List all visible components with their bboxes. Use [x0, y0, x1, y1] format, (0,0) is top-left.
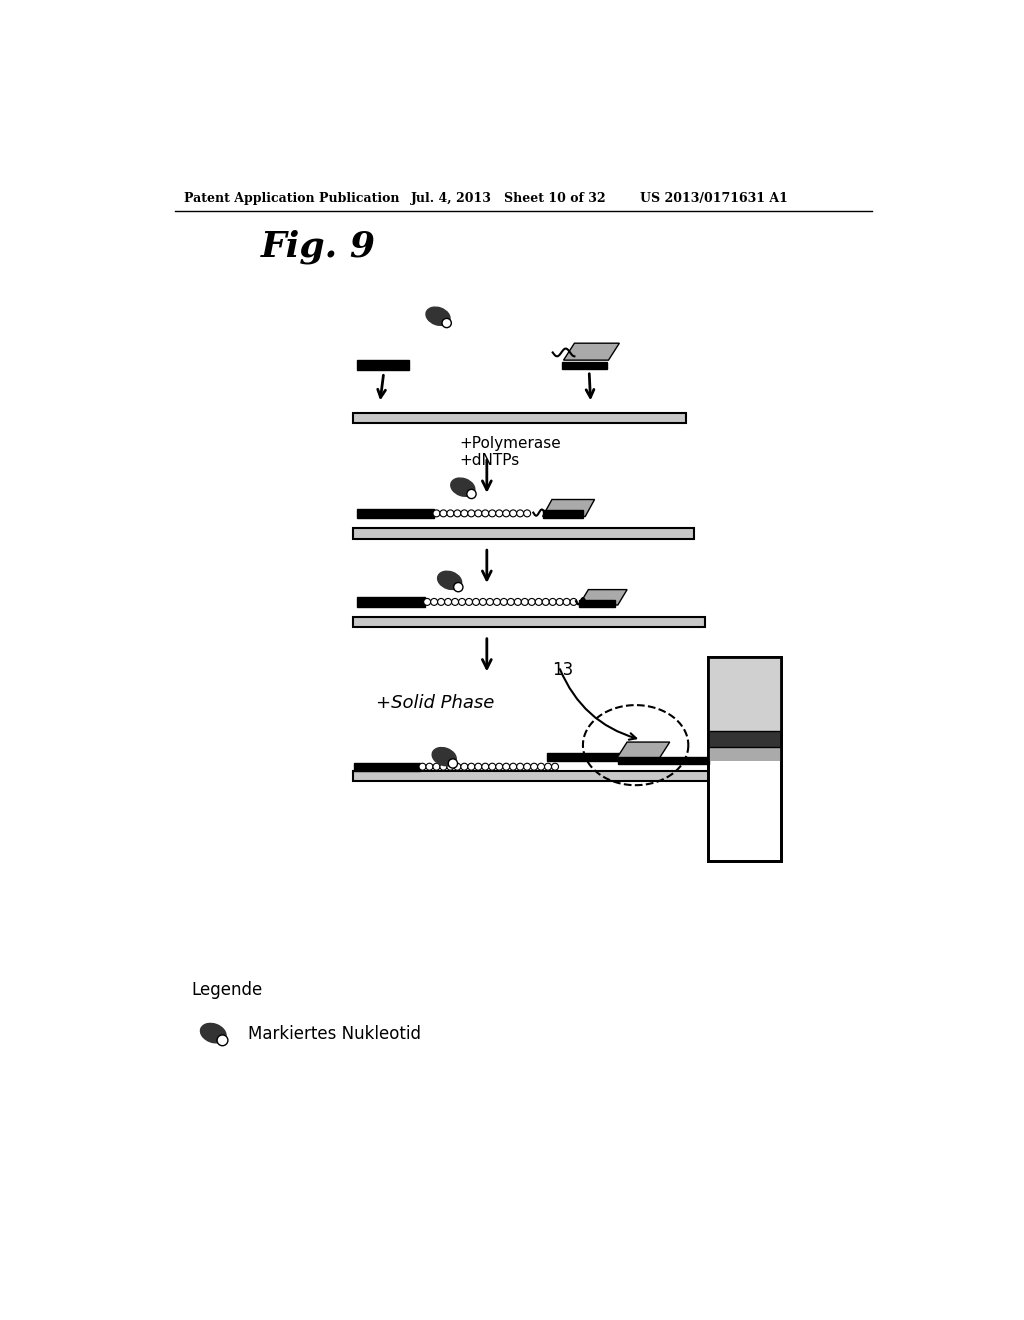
Circle shape: [461, 510, 468, 517]
Circle shape: [549, 598, 556, 606]
Circle shape: [510, 510, 517, 517]
Circle shape: [543, 598, 549, 606]
Circle shape: [461, 763, 468, 770]
Ellipse shape: [201, 1023, 226, 1043]
FancyBboxPatch shape: [579, 599, 614, 607]
Circle shape: [536, 598, 543, 606]
Circle shape: [496, 510, 503, 517]
Ellipse shape: [437, 572, 462, 590]
FancyBboxPatch shape: [354, 763, 420, 771]
FancyBboxPatch shape: [352, 528, 693, 539]
Text: Fig. 9: Fig. 9: [261, 230, 376, 264]
Text: Jul. 4, 2013   Sheet 10 of 32: Jul. 4, 2013 Sheet 10 of 32: [411, 191, 606, 205]
Circle shape: [523, 763, 530, 770]
Circle shape: [433, 763, 440, 770]
FancyBboxPatch shape: [543, 511, 583, 517]
Circle shape: [496, 763, 503, 770]
Text: Legende: Legende: [191, 981, 263, 999]
FancyBboxPatch shape: [352, 771, 713, 781]
Text: Patent Application Publication: Patent Application Publication: [183, 191, 399, 205]
Circle shape: [468, 510, 475, 517]
Circle shape: [424, 598, 431, 606]
Circle shape: [501, 598, 507, 606]
Circle shape: [481, 510, 488, 517]
Text: 13: 13: [552, 661, 573, 680]
Circle shape: [446, 763, 454, 770]
Circle shape: [446, 510, 454, 517]
Circle shape: [481, 763, 488, 770]
Circle shape: [510, 763, 517, 770]
FancyBboxPatch shape: [547, 752, 636, 762]
Polygon shape: [563, 343, 620, 360]
Circle shape: [563, 598, 570, 606]
Circle shape: [467, 490, 476, 499]
Circle shape: [454, 582, 463, 591]
Circle shape: [454, 763, 461, 770]
Circle shape: [494, 598, 501, 606]
Circle shape: [538, 763, 545, 770]
Circle shape: [530, 763, 538, 770]
Circle shape: [488, 763, 496, 770]
Polygon shape: [616, 742, 670, 759]
Circle shape: [426, 763, 433, 770]
FancyBboxPatch shape: [356, 597, 425, 607]
Circle shape: [419, 763, 426, 770]
Circle shape: [468, 763, 475, 770]
Ellipse shape: [432, 747, 457, 766]
Circle shape: [466, 598, 472, 606]
Circle shape: [514, 598, 521, 606]
Circle shape: [433, 510, 440, 517]
Text: Markiertes Nukleotid: Markiertes Nukleotid: [248, 1026, 421, 1043]
Circle shape: [521, 598, 528, 606]
Ellipse shape: [426, 308, 450, 326]
Circle shape: [452, 598, 459, 606]
Text: +Solid Phase: +Solid Phase: [376, 693, 495, 711]
Circle shape: [507, 598, 514, 606]
Circle shape: [459, 598, 466, 606]
Circle shape: [454, 510, 461, 517]
Circle shape: [472, 598, 479, 606]
Circle shape: [517, 763, 523, 770]
FancyBboxPatch shape: [352, 616, 706, 627]
FancyBboxPatch shape: [356, 508, 434, 517]
FancyBboxPatch shape: [708, 730, 781, 747]
FancyBboxPatch shape: [356, 360, 410, 370]
FancyBboxPatch shape: [352, 412, 686, 424]
Circle shape: [479, 598, 486, 606]
Polygon shape: [543, 499, 595, 516]
Circle shape: [475, 510, 481, 517]
Circle shape: [444, 598, 452, 606]
Circle shape: [517, 510, 523, 517]
FancyBboxPatch shape: [708, 657, 781, 862]
Circle shape: [570, 598, 578, 606]
Circle shape: [488, 510, 496, 517]
Circle shape: [503, 510, 510, 517]
FancyBboxPatch shape: [562, 362, 607, 370]
Circle shape: [486, 598, 494, 606]
Circle shape: [440, 510, 446, 517]
Circle shape: [475, 763, 481, 770]
Text: US 2013/0171631 A1: US 2013/0171631 A1: [640, 191, 787, 205]
Circle shape: [442, 318, 452, 327]
Circle shape: [437, 598, 444, 606]
Circle shape: [523, 510, 530, 517]
Circle shape: [503, 763, 510, 770]
Polygon shape: [579, 590, 627, 605]
FancyBboxPatch shape: [617, 756, 710, 764]
Circle shape: [440, 763, 446, 770]
Circle shape: [556, 598, 563, 606]
Circle shape: [552, 763, 558, 770]
FancyBboxPatch shape: [708, 657, 781, 734]
Circle shape: [217, 1035, 228, 1045]
Circle shape: [431, 598, 437, 606]
Circle shape: [545, 763, 552, 770]
Circle shape: [528, 598, 536, 606]
Circle shape: [449, 759, 458, 768]
Ellipse shape: [451, 478, 475, 496]
FancyBboxPatch shape: [708, 747, 781, 762]
Text: +Polymerase
+dNTPs: +Polymerase +dNTPs: [460, 436, 561, 469]
